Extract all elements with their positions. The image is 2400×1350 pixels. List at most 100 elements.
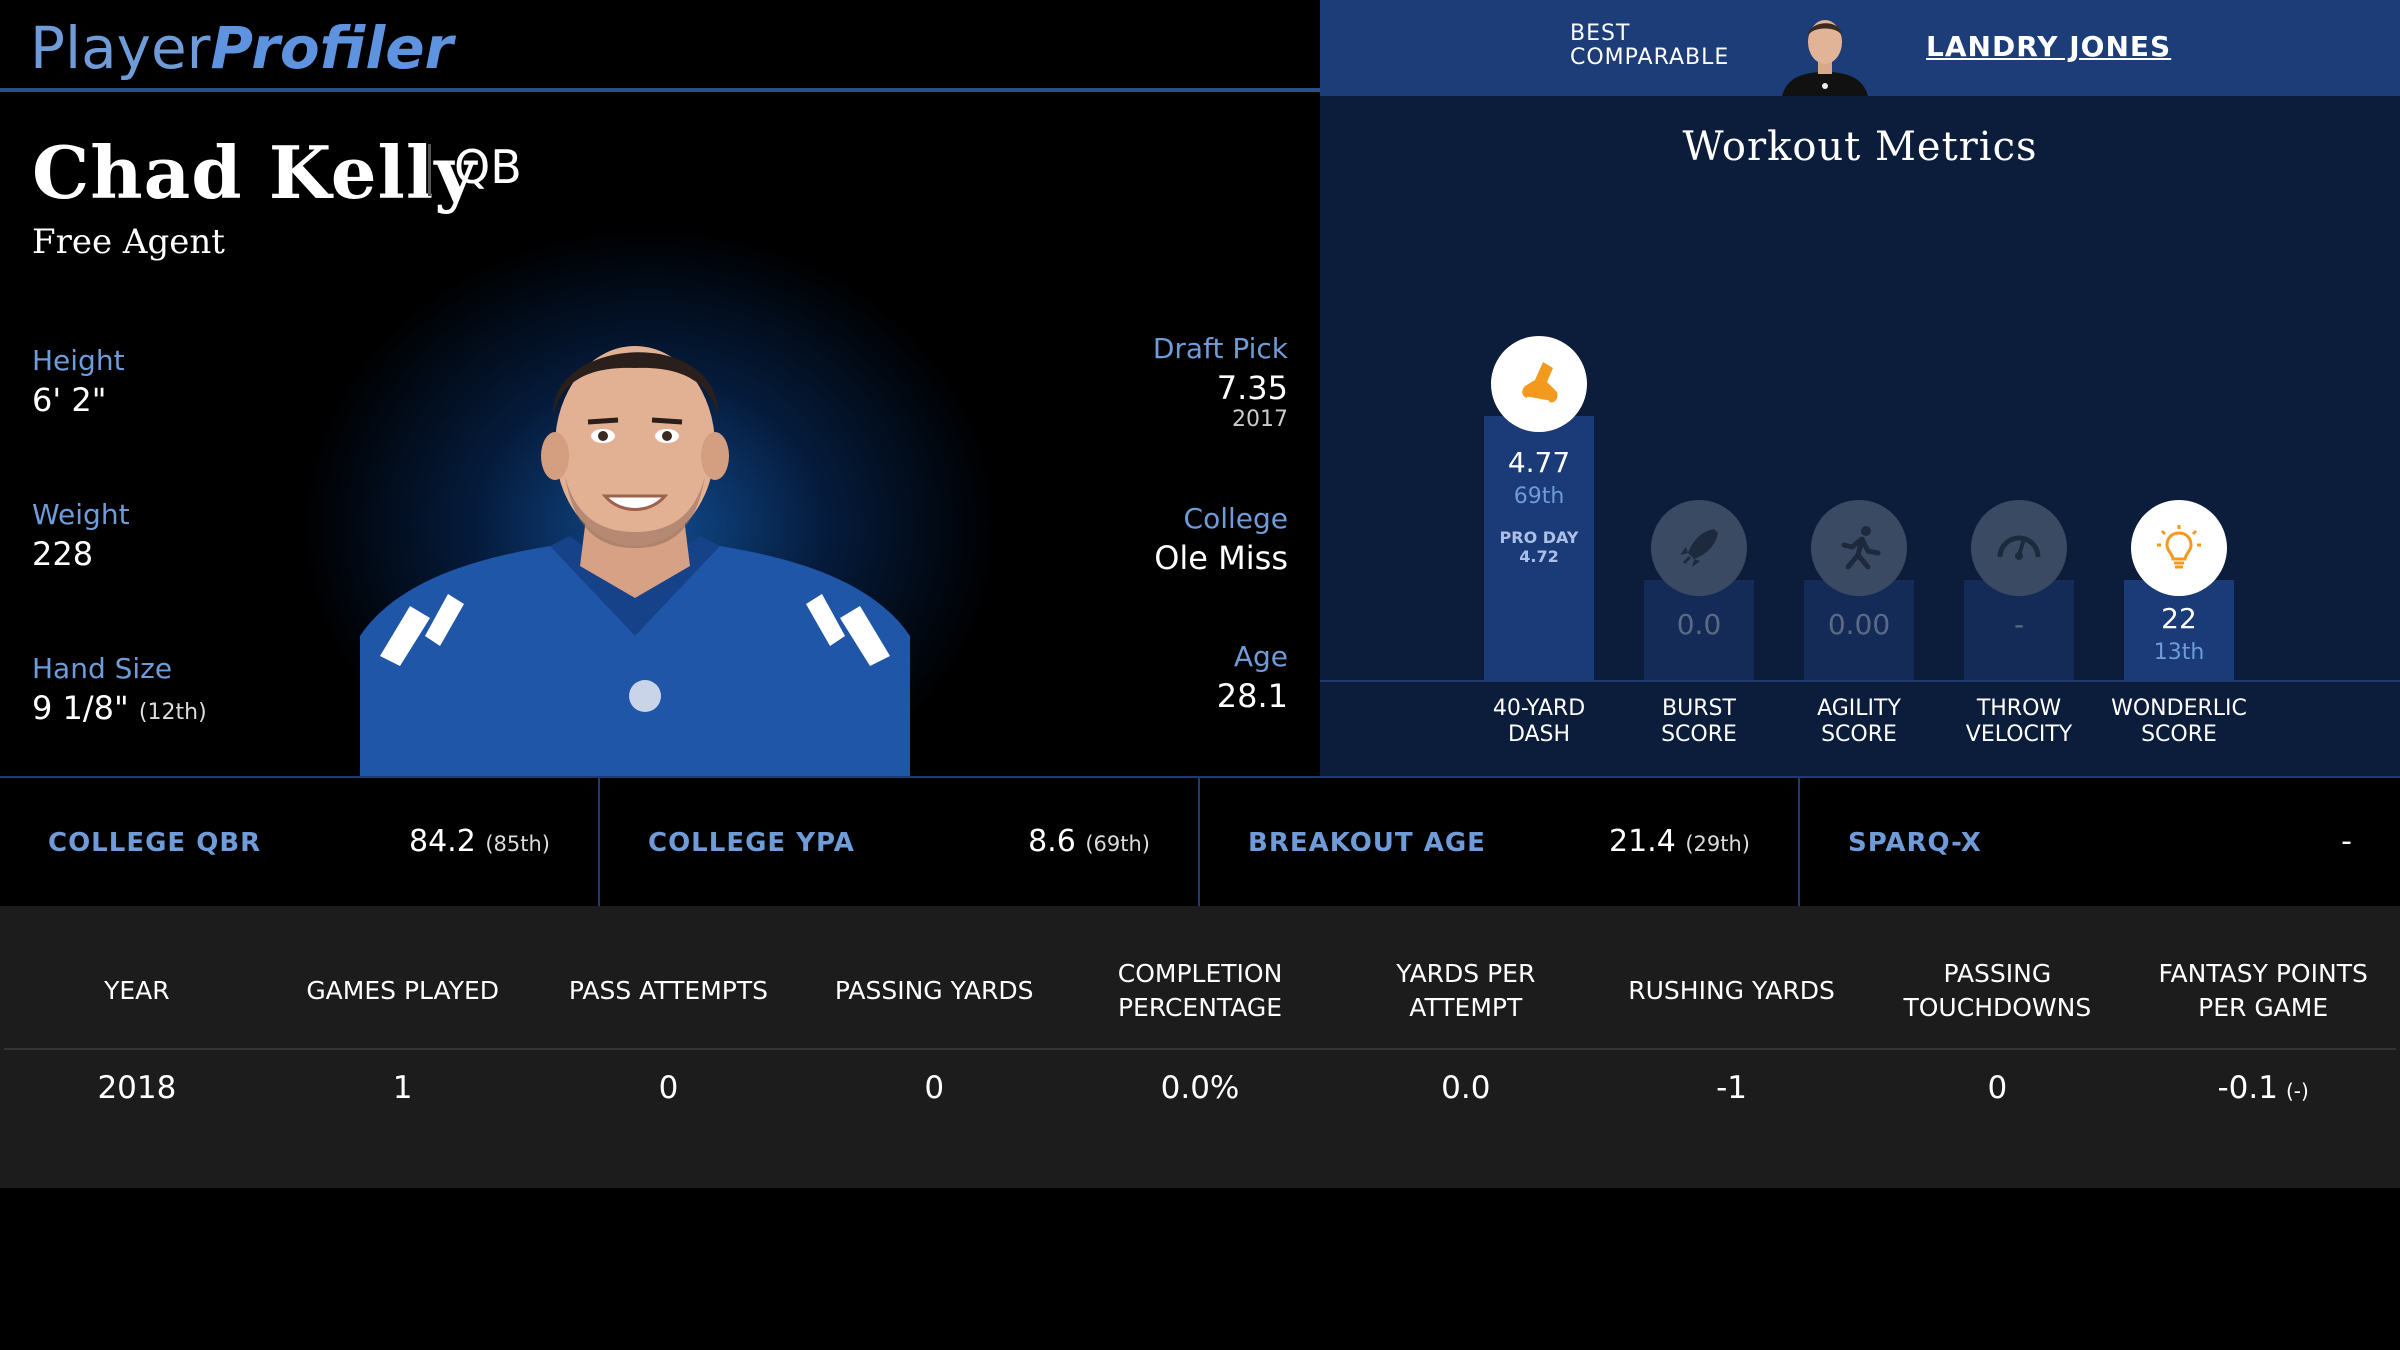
height-label: Height — [32, 344, 125, 377]
metric-40-yard-dash[interactable]: 4.77 69th PRO DAY 4.72 40-YARD DASH — [1484, 96, 1594, 747]
cell-rushing-yards: -1 — [1716, 1070, 1748, 1106]
hand-size-stat: Hand Size 9 1/8" (12th) — [32, 652, 207, 727]
hand-size-label: Hand Size — [32, 652, 173, 685]
workout-metrics-panel: Workout Metrics 4.77 69th PRO DAY 4.72 4… — [1320, 96, 2400, 776]
college-stat: College Ole Miss — [1154, 502, 1288, 577]
gauge-icon — [1971, 500, 2067, 596]
table-row: 2018 1 0 0 0.0% 0.0 -1 0 -0.1 (-) — [4, 1052, 2396, 1124]
sparq-x-value: - — [2341, 824, 2352, 859]
sparq-x-label: SPARQ-X — [1848, 828, 1982, 858]
header-completion-percentage[interactable]: COMPLETION PERCENTAGE — [1117, 959, 1283, 1022]
metric-throw-velocity[interactable]: - THROW VELOCITY — [1964, 96, 2074, 747]
metric-label: WONDERLIC SCORE — [2111, 696, 2247, 747]
header-yards-per-attempt[interactable]: YARDS PER ATTEMPT — [1396, 959, 1536, 1022]
cell-completion-percentage: 0.0% — [1160, 1070, 1240, 1106]
header-games-played[interactable]: GAMES PLAYED — [306, 976, 500, 1005]
shoe-icon — [1491, 336, 1587, 432]
age-stat: Age 28.1 — [1217, 640, 1288, 715]
metric-bar — [2124, 580, 2234, 680]
season-stats-table: YEAR GAMES PLAYED PASS ATTEMPTS PASSING … — [0, 906, 2400, 1188]
runner-icon — [1811, 500, 1907, 596]
player-hero: Chad Kelly QB Free Agent Height 6' 2" We… — [0, 96, 1320, 776]
metric-percentile: 69th — [1513, 484, 1565, 509]
metric-bar — [1484, 416, 1594, 680]
height-stat: Height 6' 2" — [32, 344, 125, 419]
college-label: College — [1183, 502, 1288, 535]
metric-percentile: 13th — [2153, 640, 2205, 665]
metric-value: - — [2013, 608, 2025, 641]
college-ypa-label: COLLEGE YPA — [648, 828, 855, 858]
metric-value: 0.00 — [1827, 608, 1891, 641]
logo-part-1: Player — [30, 14, 211, 82]
cell-passing-yards: 0 — [924, 1070, 945, 1106]
pro-day-value: 4.72 — [1519, 547, 1559, 566]
metric-bar — [1964, 580, 2074, 680]
breakout-age-cell[interactable]: BREAKOUT AGE 21.4 (29th) — [1200, 778, 1800, 906]
college-value: Ole Miss — [1154, 539, 1288, 577]
table-header: YEAR GAMES PLAYED PASS ATTEMPTS PASSING … — [4, 934, 2396, 1050]
cell-fantasy-points-per-game: -0.1 (-) — [2217, 1070, 2309, 1106]
header-passing-touchdowns[interactable]: PASSING TOUCHDOWNS — [1903, 959, 2092, 1022]
header-fantasy-points-per-game[interactable]: FANTASY POINTS PER GAME — [2158, 959, 2368, 1022]
player-photo — [360, 346, 910, 776]
metric-bar — [1644, 580, 1754, 680]
cell-passing-touchdowns: 0 — [1987, 1070, 2008, 1106]
best-comparable-bar: BEST COMPARABLE LANDRY JONES — [1320, 0, 2400, 96]
weight-value: 228 — [32, 535, 94, 573]
metric-label: AGILITY SCORE — [1817, 696, 1901, 747]
metric-label: 40-YARD DASH — [1492, 696, 1586, 747]
metric-burst-score[interactable]: 0.0 BURST SCORE — [1644, 96, 1754, 747]
metric-value: 0.0 — [1676, 608, 1722, 641]
site-logo[interactable]: PlayerProfiler — [30, 14, 453, 82]
cell-yards-per-attempt: 0.0 — [1441, 1070, 1491, 1106]
metric-value: 22 — [2161, 602, 2197, 635]
draft-pick-stat: Draft Pick 7.35 2017 — [1153, 332, 1288, 432]
brand-bar: PlayerProfiler — [0, 0, 1320, 92]
player-team: Free Agent — [32, 222, 225, 262]
draft-year: 2017 — [1232, 407, 1288, 432]
cell-pass-attempts: 0 — [658, 1070, 679, 1106]
comparable-player-link[interactable]: LANDRY JONES — [1926, 30, 2172, 63]
header-year[interactable]: YEAR — [104, 976, 170, 1005]
metric-bar — [1804, 580, 1914, 680]
comparable-avatar — [1782, 20, 1868, 96]
metric-value: 4.77 — [1507, 446, 1571, 479]
best-comparable-label: BEST COMPARABLE — [1570, 21, 1730, 70]
college-qbr-label: COLLEGE QBR — [48, 828, 262, 858]
college-qbr-cell[interactable]: COLLEGE QBR 84.2 (85th) — [0, 778, 600, 906]
lightbulb-icon — [2131, 500, 2227, 596]
rocket-icon — [1651, 500, 1747, 596]
header-pass-attempts[interactable]: PASS ATTEMPTS — [568, 976, 768, 1005]
draft-pick-value: 7.35 — [1216, 369, 1288, 407]
age-label: Age — [1233, 640, 1288, 673]
college-ypa-value: 8.6 (69th) — [1028, 824, 1150, 859]
workout-baseline — [1320, 680, 2400, 682]
fantasy-rank: (-) — [2285, 1079, 2309, 1103]
header-passing-yards[interactable]: PASSING YARDS — [834, 976, 1034, 1005]
breakout-age-label: BREAKOUT AGE — [1248, 828, 1486, 858]
pro-day-label: PRO DAY — [1499, 528, 1579, 547]
weight-stat: Weight 228 — [32, 498, 130, 573]
height-value: 6' 2" — [32, 381, 107, 419]
college-qbr-value: 84.2 (85th) — [409, 824, 550, 859]
metric-label: THROW VELOCITY — [1965, 696, 2073, 747]
workout-metrics-title: Workout Metrics — [1682, 124, 2038, 170]
hand-size-percentile: (12th) — [138, 700, 207, 725]
logo-part-2: Profiler — [210, 14, 454, 82]
sparq-x-cell[interactable]: SPARQ-X - — [1800, 778, 2400, 906]
player-position: QB — [454, 140, 522, 194]
metric-agility-score[interactable]: 0.00 AGILITY SCORE — [1804, 96, 1914, 747]
college-ypa-cell[interactable]: COLLEGE YPA 8.6 (69th) — [600, 778, 1200, 906]
hand-size-value: 9 1/8" (12th) — [32, 689, 207, 727]
metric-label: BURST SCORE — [1661, 696, 1737, 747]
breakout-age-value: 21.4 (29th) — [1609, 824, 1750, 859]
draft-pick-label: Draft Pick — [1152, 332, 1288, 365]
player-name: Chad Kelly — [32, 130, 478, 215]
name-divider — [428, 144, 431, 196]
metric-wonderlic-score[interactable]: 22 13th WONDERLIC SCORE — [2111, 96, 2247, 747]
header-rushing-yards[interactable]: RUSHING YARDS — [1628, 976, 1835, 1005]
cell-games-played: 1 — [392, 1070, 413, 1106]
weight-label: Weight — [32, 498, 130, 531]
age-value: 28.1 — [1216, 677, 1288, 715]
cell-year: 2018 — [97, 1070, 177, 1106]
